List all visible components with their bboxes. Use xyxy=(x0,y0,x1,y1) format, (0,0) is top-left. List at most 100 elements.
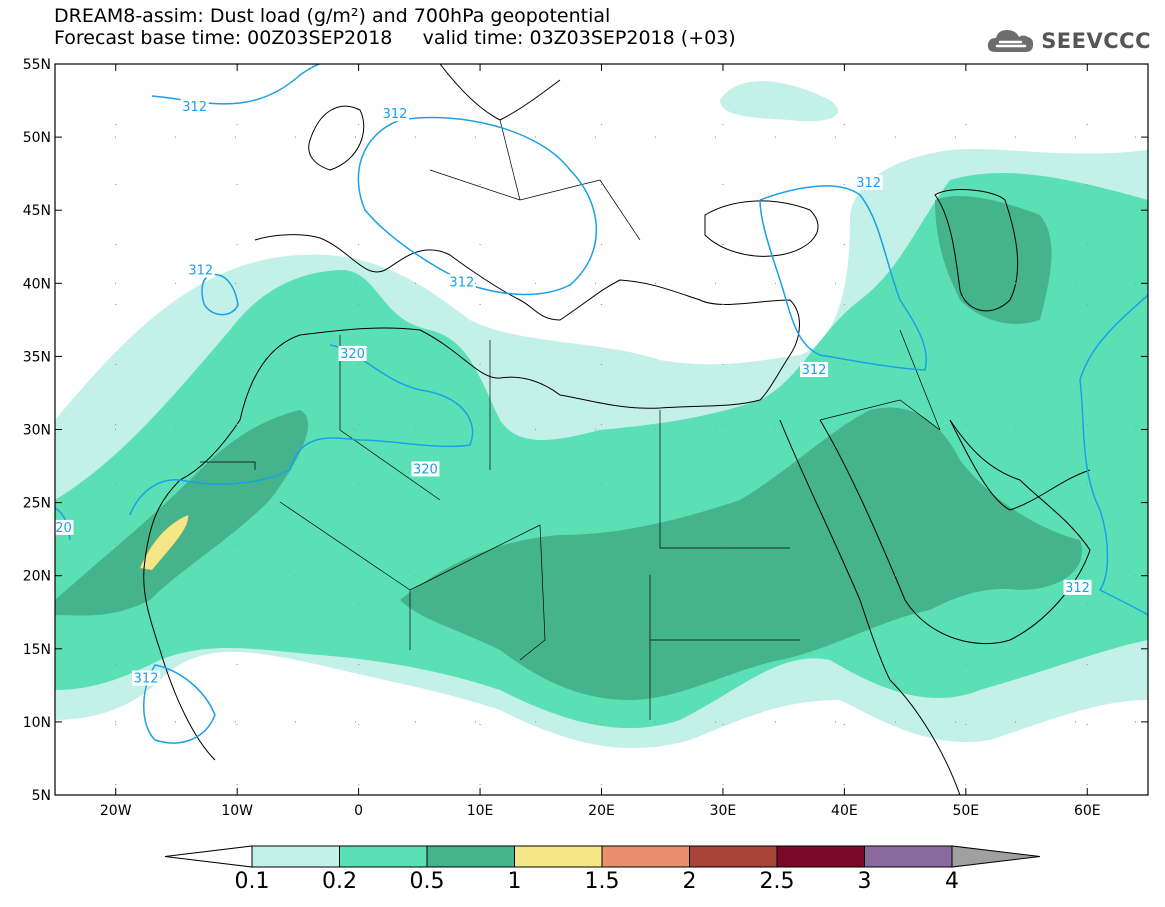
coastline-europe xyxy=(143,234,800,761)
border-egypt-libya xyxy=(659,410,790,549)
contour-label: 320 xyxy=(413,462,438,477)
contour-label-bg xyxy=(338,345,367,361)
lat-tick-label: 50N xyxy=(23,130,51,146)
contour-label: 312 xyxy=(383,107,408,122)
contour-label: 312 xyxy=(802,363,827,378)
logo-text: SEEVCCC xyxy=(1041,29,1151,53)
dust-band-0.1-north xyxy=(720,81,838,122)
colorbar-swatch xyxy=(514,845,603,868)
coastline-black-sea xyxy=(704,200,819,257)
border-sahara-central xyxy=(409,524,546,661)
contour-label: 312 xyxy=(182,100,207,115)
lat-tick-label: 25N xyxy=(23,496,51,512)
colorbar-label: 2.5 xyxy=(760,869,795,894)
lat-tick-label: 5N xyxy=(32,788,51,804)
coastline-persian-gulf xyxy=(949,419,1091,511)
border-middle-east xyxy=(819,329,941,431)
lon-tick-label: 60E xyxy=(1074,803,1101,819)
forecast-time-line: Forecast base time: 00Z03SEP2018 valid t… xyxy=(54,27,736,49)
border-sudan xyxy=(649,575,800,720)
coastlines xyxy=(143,64,1091,795)
lat-tick-label: 15N xyxy=(23,642,51,658)
colorbar-label: 4 xyxy=(945,869,959,894)
lon-tick-label: 30E xyxy=(710,803,737,819)
border-north-africa xyxy=(339,335,491,501)
colorbar-swatch xyxy=(864,845,953,868)
contour-label: 20 xyxy=(55,521,72,536)
contour-label-bg xyxy=(53,519,74,535)
lat-tick-label: 45N xyxy=(23,203,51,219)
map-title: DREAM8-assim: Dust load (g/m²) and 700hP… xyxy=(54,5,611,27)
colorbar-swatch xyxy=(339,845,428,868)
contour-label-bg xyxy=(180,98,209,114)
lat-tick-label: 35N xyxy=(23,349,51,365)
lat-tick-label: 55N xyxy=(23,57,51,73)
contour-312-atlantic-loop xyxy=(201,273,239,316)
dust-band-0.5-sahel xyxy=(400,407,1082,700)
lat-tick-label: 10N xyxy=(23,715,51,731)
coastline-caspian xyxy=(934,189,1019,312)
contour-label-bg xyxy=(854,174,883,190)
contour-label-bg xyxy=(1063,579,1092,595)
lon-tick-label: 10E xyxy=(467,803,494,819)
dust-band-0.5-caspian xyxy=(935,195,1052,324)
contour-label-bg xyxy=(411,461,440,477)
colorbar-swatch xyxy=(601,845,690,868)
colorbar-swatch xyxy=(776,845,865,868)
colorbar-swatch xyxy=(426,845,515,868)
border-sahara-west xyxy=(200,461,411,650)
lon-tick-label: 10W xyxy=(221,803,253,819)
contour-label: 312 xyxy=(188,264,213,279)
border-europe-central xyxy=(429,119,641,241)
latitude-axis: 55N 50N 45N 40N 35N 30N 25N 20N 15N 10N 5N xyxy=(23,57,1148,804)
geopotential-contours xyxy=(55,64,1148,744)
lon-tick-label: 20E xyxy=(588,803,615,819)
contour-labels: 312 312 312 312 312 320 312 320 20 312 312 xyxy=(53,98,1092,687)
colorbar-label: 2 xyxy=(683,869,697,894)
colorbar-label: 3 xyxy=(858,869,872,894)
contour-312-black-sea xyxy=(759,185,927,371)
colorbar-over-triangle xyxy=(951,845,1041,868)
colorbar-label: 0.5 xyxy=(410,869,445,894)
lon-tick-label: 20W xyxy=(100,803,132,819)
coastline-british-isles xyxy=(308,105,365,171)
lon-tick-label: 40E xyxy=(831,803,858,819)
contour-label-bg xyxy=(800,362,829,378)
colorbar-under-triangle xyxy=(164,845,253,868)
contour-320-morocco xyxy=(129,344,474,516)
contour-label: 312 xyxy=(1065,581,1090,596)
lon-tick-label: 50E xyxy=(952,803,979,819)
contour-312-west-africa xyxy=(143,664,216,744)
lat-tick-label: 40N xyxy=(23,276,51,292)
colorbar-label: 1 xyxy=(508,869,522,894)
coastline-horn-of-africa xyxy=(889,679,961,795)
longitude-axis: 20W 10W 0 10E 20E 30E 40E 50E 60E xyxy=(100,64,1101,819)
cloud-icon xyxy=(988,30,1034,52)
colorbar-label: 0.1 xyxy=(235,869,270,894)
contour-320-edge xyxy=(55,507,71,541)
contour-label-bg xyxy=(186,262,215,278)
dust-band-1 xyxy=(139,514,189,571)
lat-tick-label: 30N xyxy=(23,423,51,439)
dust-band-0.5 xyxy=(55,410,309,616)
contour-label: 320 xyxy=(340,347,365,362)
colorbar-label: 0.2 xyxy=(322,869,357,894)
coastline-arabia xyxy=(819,419,1091,645)
contour-label: 312 xyxy=(856,176,881,191)
colorbar: 0.1 0.2 0.5 1 1.5 2 2.5 3 4 xyxy=(164,845,1041,894)
lat-tick-label: 20N xyxy=(23,569,51,585)
contour-312-europe-loop xyxy=(357,116,598,296)
lon-tick-label: 0 xyxy=(354,803,363,819)
colorbar-label: 1.5 xyxy=(585,869,620,894)
seevccc-logo: SEEVCCC xyxy=(985,24,1151,58)
contour-label: 312 xyxy=(449,275,474,290)
country-borders xyxy=(200,119,941,720)
coastline-scandinavia xyxy=(439,64,561,121)
contour-label-bg xyxy=(132,670,161,686)
colorbar-swatch xyxy=(251,845,340,868)
contour-312-northwest xyxy=(151,64,321,105)
colorbar-swatch xyxy=(689,845,778,868)
contour-label: 312 xyxy=(134,672,159,687)
contour-312-arabian-sea xyxy=(1079,294,1148,616)
